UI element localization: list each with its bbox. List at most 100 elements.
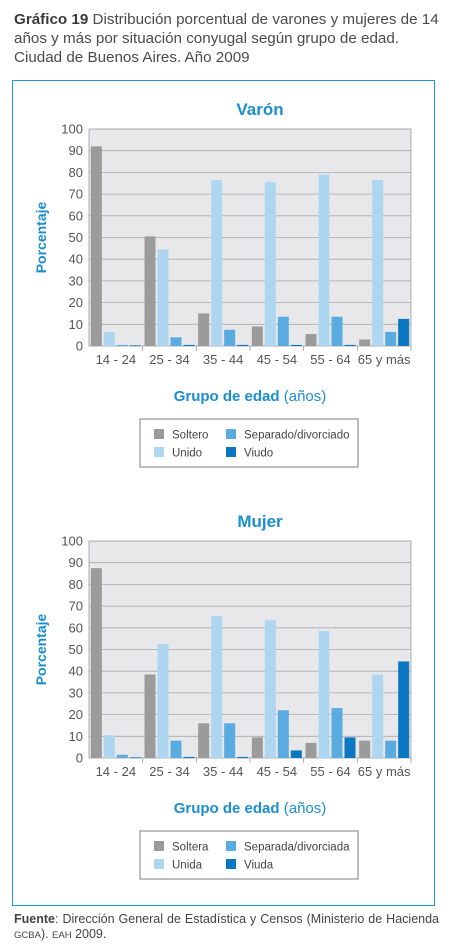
source-text-1: : Dirección General de Estadística y Cen… <box>54 912 439 926</box>
bar-unido <box>211 179 223 346</box>
chart-mujer: Mujer 0 10 20 30 40 50 60 70 80 90 100 14 - 24 25 - 3… <box>33 512 412 880</box>
bar-separado <box>385 740 397 758</box>
x-tick-label: 25 - 34 <box>149 764 189 779</box>
x-tick-label: 45 - 54 <box>257 352 297 367</box>
bar-viudo <box>129 345 141 347</box>
source-abbrev-eah: EAH <box>52 930 72 941</box>
legend-swatch-viudo <box>226 447 236 457</box>
x-tick-label: 45 - 54 <box>257 764 297 779</box>
source-label: Fuente <box>14 912 55 926</box>
y-tick-label: 10 <box>69 317 83 332</box>
y-tick-label: 70 <box>69 599 83 614</box>
x-tick-label: 55 - 64 <box>310 352 350 367</box>
bar-soltero <box>251 326 263 346</box>
bar-viudo <box>290 344 302 346</box>
bar-soltero <box>90 146 102 346</box>
x-axis-label: Grupo de edad (años) <box>174 388 327 405</box>
bar-separado <box>224 723 236 758</box>
bar-soltero <box>305 334 317 346</box>
legend <box>139 418 359 468</box>
legend-label: Separado/divorciado <box>244 430 350 442</box>
bar-separado <box>277 316 289 346</box>
legend-swatch-separado <box>226 429 236 439</box>
y-tick-label: 30 <box>69 685 83 700</box>
bar-soltero <box>305 742 317 758</box>
bar-unido <box>264 620 276 758</box>
chart-frame: Varón 0 10 20 30 40 50 60 70 80 90 100 14 - 24 25 - 3… <box>12 80 435 906</box>
y-tick-label: 80 <box>69 577 83 592</box>
bar-unido <box>318 174 330 346</box>
bar-viudo <box>398 318 410 346</box>
x-axis-label: Grupo de edad (años) <box>174 800 327 817</box>
bar-unido <box>103 331 115 346</box>
y-tick-label: 100 <box>61 534 83 549</box>
y-tick-label: 20 <box>69 295 83 310</box>
chart-varon: Varón 0 10 20 30 40 50 60 70 80 90 100 14 - 24 25 - 3… <box>33 100 412 468</box>
y-tick-label: 0 <box>76 339 83 354</box>
legend-swatch-viudo <box>226 859 236 869</box>
legend-label: Viudo <box>244 448 273 460</box>
legend-label: Soltero <box>172 430 208 442</box>
x-tick-label: 14 - 24 <box>96 764 136 779</box>
y-tick-label: 60 <box>69 208 83 223</box>
bar-soltero <box>251 737 263 758</box>
bar-unido <box>318 631 330 758</box>
legend-swatch-separado <box>226 841 236 851</box>
y-tick-label: 40 <box>69 252 83 267</box>
bar-viudo <box>183 344 195 346</box>
bar-unido <box>372 674 384 758</box>
bar-viudo <box>237 344 249 346</box>
x-axis-label-units: (años) <box>284 388 327 405</box>
bar-soltero <box>359 740 371 758</box>
bar-viudo <box>398 661 410 758</box>
y-axis-label: Porcentaje <box>33 613 49 685</box>
y-tick-label: 90 <box>69 143 83 158</box>
figure-caption: Distribución porcentual de varones y muj… <box>14 11 439 66</box>
y-tick-label: 10 <box>69 729 83 744</box>
legend-label: Unido <box>172 448 202 460</box>
legend-swatch-soltero <box>154 841 164 851</box>
legend-label: Soltera <box>172 842 209 854</box>
bar-separado <box>116 754 128 758</box>
chart-title: Mujer <box>237 512 283 531</box>
bar-viudo <box>344 344 356 346</box>
source-abbrev-gcba: GCBA <box>14 930 41 941</box>
y-axis-label: Porcentaje <box>33 201 49 273</box>
x-axis-label-units: (años) <box>284 800 327 817</box>
x-tick-label: 35 - 44 <box>203 764 243 779</box>
y-tick-label: 90 <box>69 555 83 570</box>
legend-label: Separada/divorciada <box>244 842 350 854</box>
x-axis-label-main: Grupo de edad <box>174 388 284 405</box>
bar-viudo <box>129 757 141 759</box>
figure-number: Gráfico 19 <box>14 11 89 28</box>
bar-soltero <box>90 568 102 758</box>
bar-viudo <box>290 750 302 758</box>
bar-soltero <box>144 236 156 346</box>
y-tick-label: 60 <box>69 620 83 635</box>
legend-swatch-unido <box>154 447 164 457</box>
bar-unido <box>103 735 115 758</box>
y-tick-label: 0 <box>76 751 83 766</box>
bar-separado <box>277 710 289 758</box>
y-tick-label: 40 <box>69 664 83 679</box>
y-tick-label: 20 <box>69 707 83 722</box>
bar-separado <box>170 740 182 758</box>
y-tick-label: 100 <box>61 122 83 137</box>
bar-viudo <box>344 737 356 758</box>
source-text-3: 2009. <box>71 927 107 941</box>
bar-viudo <box>237 756 249 758</box>
bar-unido <box>211 615 223 758</box>
y-tick-label: 80 <box>69 165 83 180</box>
bar-unido <box>157 644 169 758</box>
legend <box>139 830 359 880</box>
x-tick-label: 14 - 24 <box>96 352 136 367</box>
bar-soltero <box>198 723 210 758</box>
bar-separado <box>170 337 182 346</box>
figure-header: Gráfico 19 Distribución porcentual de va… <box>14 10 439 67</box>
bar-separado <box>331 708 343 758</box>
x-tick-label: 55 - 64 <box>310 764 350 779</box>
bar-unido <box>372 179 384 346</box>
chart-title: Varón <box>236 100 283 119</box>
bar-viudo <box>183 756 195 758</box>
x-tick-label: 65 y más <box>358 352 411 367</box>
